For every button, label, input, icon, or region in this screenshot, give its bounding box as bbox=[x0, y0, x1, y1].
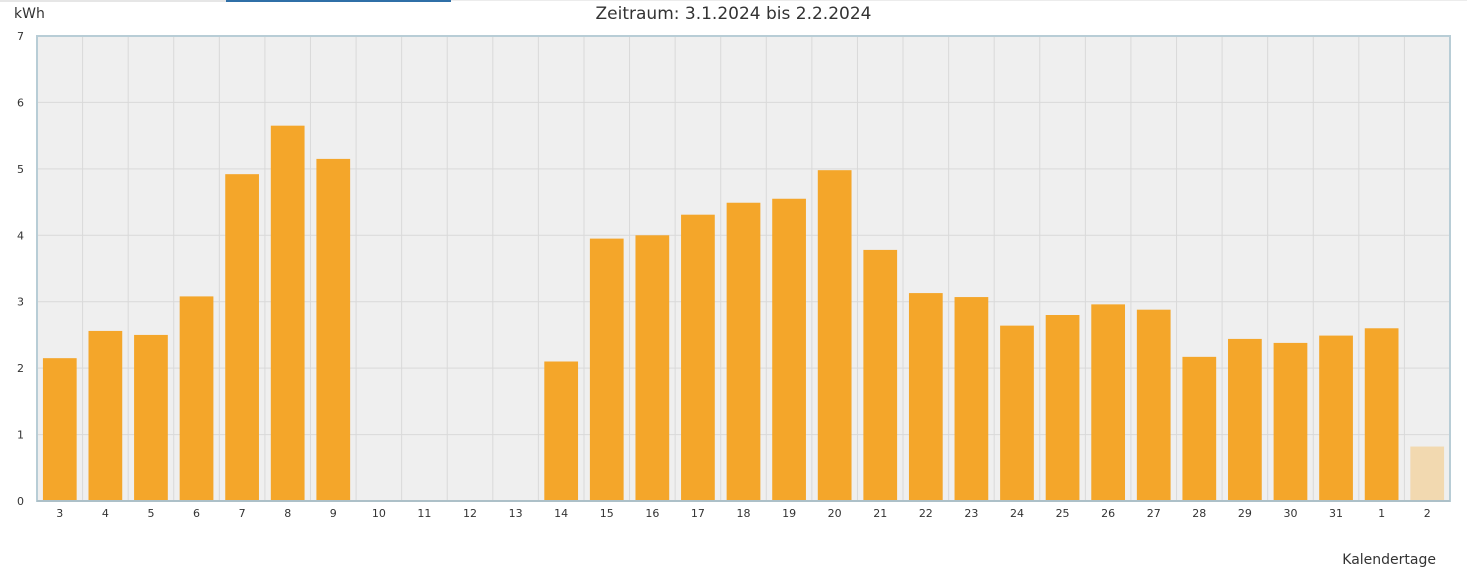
x-tick-label: 11 bbox=[417, 507, 431, 520]
bar[interactable] bbox=[863, 249, 898, 501]
y-tick-label: 0 bbox=[17, 495, 24, 508]
x-tick-label: 7 bbox=[239, 507, 246, 520]
x-tick-label: 18 bbox=[737, 507, 751, 520]
x-tick-label: 13 bbox=[509, 507, 523, 520]
bar[interactable] bbox=[1364, 328, 1399, 501]
x-tick-label: 4 bbox=[102, 507, 109, 520]
bar[interactable] bbox=[772, 198, 806, 501]
bar[interactable] bbox=[1000, 325, 1034, 501]
x-tick-label: 24 bbox=[1010, 507, 1024, 520]
bar[interactable] bbox=[1091, 304, 1126, 501]
x-tick-label: 20 bbox=[828, 507, 842, 520]
x-tick-label: 8 bbox=[284, 507, 291, 520]
y-tick-label: 4 bbox=[17, 229, 24, 242]
y-tick-label: 1 bbox=[17, 429, 24, 442]
bar[interactable] bbox=[1228, 338, 1262, 501]
x-tick-label: 27 bbox=[1147, 507, 1161, 520]
x-tick-label: 28 bbox=[1192, 507, 1206, 520]
x-tick-label: 19 bbox=[782, 507, 796, 520]
x-tick-labels: 3 4 5 6 7 8 9 10 11 12 13 14 15 16 17 18 19 20 21 22 23 24 25 2… bbox=[56, 507, 1430, 520]
bar[interactable] bbox=[1136, 309, 1171, 501]
bar[interactable] bbox=[908, 293, 943, 501]
bar[interactable] bbox=[270, 125, 305, 501]
y-tick-label: 3 bbox=[17, 296, 24, 309]
x-tick-label: 1 bbox=[1378, 507, 1385, 520]
bar[interactable] bbox=[1273, 342, 1308, 501]
x-tick-label: 2 bbox=[1424, 507, 1431, 520]
x-tick-label: 29 bbox=[1238, 507, 1252, 520]
bar[interactable] bbox=[42, 358, 77, 501]
y-tick-label: 6 bbox=[17, 96, 24, 109]
bar[interactable] bbox=[1045, 315, 1080, 501]
x-tick-label: 15 bbox=[600, 507, 614, 520]
x-tick-label: 10 bbox=[372, 507, 386, 520]
bar[interactable] bbox=[681, 214, 715, 501]
x-tick-label: 9 bbox=[330, 507, 337, 520]
y-tick-labels: 0 1 2 3 4 5 6 7 bbox=[17, 30, 24, 508]
bar[interactable] bbox=[225, 174, 259, 501]
bar[interactable] bbox=[1319, 335, 1353, 501]
bar[interactable] bbox=[88, 330, 123, 501]
bar[interactable] bbox=[134, 334, 168, 501]
x-tick-label: 17 bbox=[691, 507, 705, 520]
bar[interactable] bbox=[635, 235, 670, 502]
x-tick-label: 26 bbox=[1101, 507, 1115, 520]
x-tick-label: 31 bbox=[1329, 507, 1343, 520]
y-tick-label: 7 bbox=[17, 30, 24, 43]
x-tick-label: 16 bbox=[645, 507, 659, 520]
bar[interactable] bbox=[817, 170, 852, 501]
y-tick-label: 2 bbox=[17, 362, 24, 375]
x-tick-label: 6 bbox=[193, 507, 200, 520]
bar[interactable] bbox=[726, 202, 761, 501]
x-tick-label: 25 bbox=[1056, 507, 1070, 520]
x-tick-label: 12 bbox=[463, 507, 477, 520]
bar[interactable] bbox=[1410, 446, 1445, 501]
bar[interactable] bbox=[179, 296, 214, 501]
bar[interactable] bbox=[954, 297, 989, 501]
tab-indicator-active[interactable] bbox=[226, 0, 451, 2]
x-tick-label: 21 bbox=[873, 507, 887, 520]
bar[interactable] bbox=[1182, 356, 1217, 501]
bars bbox=[42, 125, 1445, 502]
x-tick-label: 22 bbox=[919, 507, 933, 520]
bar[interactable] bbox=[544, 361, 579, 502]
y-tick-label: 5 bbox=[17, 163, 24, 176]
bar[interactable] bbox=[316, 158, 351, 501]
bar[interactable] bbox=[589, 238, 624, 501]
plot-frame bbox=[36, 35, 1451, 502]
x-tick-label: 23 bbox=[964, 507, 978, 520]
tab-indicator-inactive bbox=[0, 0, 226, 2]
chart-title: Zeitraum: 3.1.2024 bis 2.2.2024 bbox=[595, 4, 872, 24]
x-tick-label: 14 bbox=[554, 507, 568, 520]
x-tick-label: 3 bbox=[56, 507, 63, 520]
top-divider bbox=[451, 0, 1467, 1]
x-tick-label: 5 bbox=[147, 507, 154, 520]
y-axis-label: kWh bbox=[14, 6, 45, 22]
x-tick-label: 30 bbox=[1283, 507, 1297, 520]
x-axis-label: Kalendertage bbox=[1342, 552, 1436, 568]
